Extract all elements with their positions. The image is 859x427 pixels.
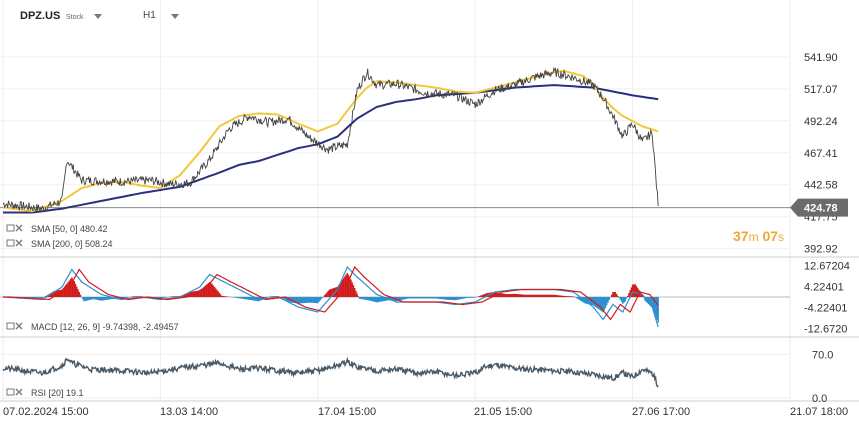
current-price-tag-bg	[790, 198, 848, 217]
symbol-label[interactable]: DPZ.US	[20, 10, 61, 22]
legend-settings-icon	[6, 388, 15, 396]
legend-close-icon	[15, 388, 23, 396]
legend-close-icon	[15, 239, 23, 247]
price-axis-tick: 442.58	[804, 180, 838, 192]
y-axis: 541.90517.07492.24467.41442.58417.75392.…	[790, 52, 850, 405]
legend-close-icon	[15, 224, 23, 232]
x-axis-tick: 07.02.2024 15:00	[3, 406, 89, 418]
countdown-s: s	[778, 230, 785, 244]
rsi-line	[2, 356, 659, 388]
price-pane[interactable]	[0, 66, 790, 214]
timeframe-label[interactable]: H1	[143, 10, 156, 21]
legend-rsi-text: RSI [20] 19.1	[31, 388, 84, 398]
macd-axis-tick: 12.67204	[804, 260, 850, 272]
price-axis-tick: 541.90	[804, 52, 838, 64]
macd-pane[interactable]	[0, 265, 790, 328]
countdown-minutes: 37	[733, 228, 749, 244]
x-axis-tick: 17.04 15:00	[318, 406, 376, 418]
legend-sma200: SMA [200, 0] 508.24	[6, 239, 113, 249]
price-axis-tick: 392.92	[804, 244, 838, 256]
price-axis-tick: 467.41	[804, 148, 838, 160]
macd-axis-tick: 4.22401	[804, 281, 844, 293]
legend-macd-text: MACD [12, 26, 9] -9.74398, -2.49457	[31, 322, 179, 332]
symbol-dropdown-chevron-icon[interactable]	[94, 14, 102, 19]
x-axis: 07.02.2024 15:00 13.03 14:00 17.04 15:00 21…	[3, 406, 848, 418]
rsi-axis-tick: 70.0	[812, 349, 833, 361]
legend-sma200-text: SMA [200, 0] 508.24	[31, 239, 113, 249]
price-line	[2, 66, 659, 213]
countdown-m: m	[748, 230, 759, 244]
x-axis-tick: 21.05 15:00	[474, 406, 532, 418]
asset-type-label: Stock	[66, 14, 84, 21]
countdown-seconds: 07	[762, 228, 779, 244]
rsi-axis-tick: 0.0	[812, 393, 827, 405]
x-axis-tick: 13.03 14:00	[160, 406, 218, 418]
grid-lines	[0, 0, 791, 400]
macd-axis-tick: -12.6720	[804, 324, 847, 336]
macd-signal-line	[3, 265, 659, 321]
sma50-line	[2, 69, 659, 213]
timeframe-dropdown-chevron-icon[interactable]	[171, 14, 179, 19]
rsi-pane[interactable]	[0, 353, 790, 399]
legend-macd: MACD [12, 26, 9] -9.74398, -2.49457	[6, 322, 179, 332]
candle-countdown: 37m 07s	[733, 228, 784, 244]
current-price-tag: 424.78	[790, 198, 848, 217]
legend-settings-icon	[6, 224, 15, 232]
pane-separators	[0, 256, 859, 402]
indicator-legend: SMA [50, 0] 480.42 SMA [200, 0] 508.24 MAC…	[6, 224, 179, 398]
price-axis-tick: 517.07	[804, 84, 838, 96]
legend-rsi: RSI [20] 19.1	[6, 388, 84, 398]
legend-sma50-text: SMA [50, 0] 480.42	[31, 224, 108, 234]
sma200-line	[3, 84, 659, 214]
macd-axis-tick: -4.22401	[804, 303, 847, 315]
price-axis-tick: 492.24	[804, 116, 838, 128]
legend-settings-icon	[6, 322, 15, 330]
legend-close-icon	[15, 322, 23, 330]
x-axis-tick: 27.06 17:00	[632, 406, 690, 418]
legend-settings-icon	[6, 239, 15, 247]
current-price-value: 424.78	[804, 203, 838, 215]
x-axis-tick: 21.07 18:00	[790, 406, 848, 418]
legend-sma50: SMA [50, 0] 480.42	[6, 224, 108, 234]
